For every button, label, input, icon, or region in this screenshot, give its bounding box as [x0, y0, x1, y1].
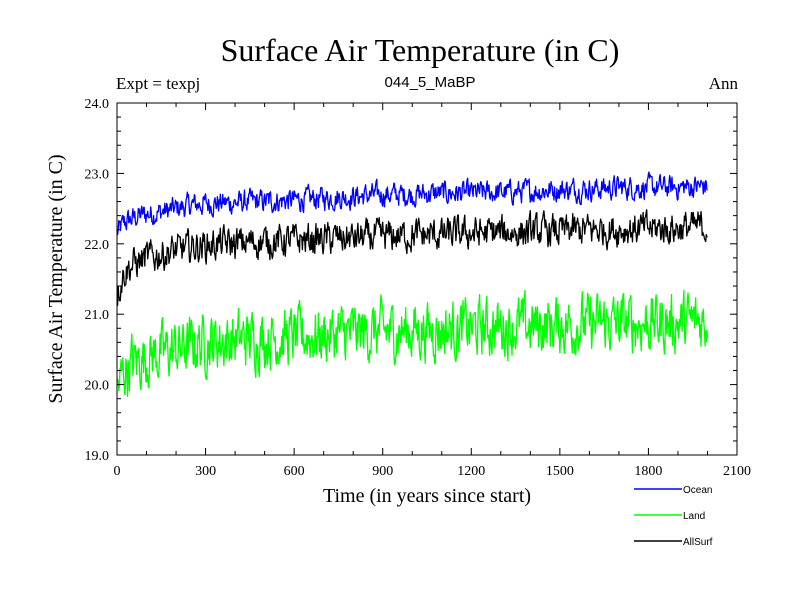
chart-title: Surface Air Temperature (in C) [220, 32, 620, 68]
chart-subtitle: 044_5_MaBP [384, 74, 476, 91]
axes-layer: 19.0 20.0 21.0 22.0 23.0 24.0 0 300 600 900 1200 15… [85, 97, 752, 479]
x-tick-label: 1800 [634, 464, 662, 479]
y-tick-label: 20.0 [85, 379, 110, 394]
experiment-label: Expt = texpj [116, 74, 201, 93]
plot-frame [116, 102, 738, 456]
x-tick-label: 1500 [546, 464, 574, 479]
legend: Ocean Land AllSurf [634, 485, 713, 548]
series-layer [116, 171, 709, 397]
x-tick-label: 300 [195, 464, 216, 479]
period-label: Ann [708, 74, 738, 93]
x-tick-label: 1200 [457, 464, 485, 479]
x-tick-label: 900 [372, 464, 393, 479]
y-tick-label: 23.0 [85, 167, 110, 182]
x-tick-label: 600 [284, 464, 305, 479]
x-tick-label: 2100 [723, 464, 751, 479]
series-line-land [116, 289, 709, 397]
legend-label-allsurf: AllSurf [683, 537, 713, 548]
x-tick-label: 0 [114, 464, 121, 479]
y-axis-label: Surface Air Temperature (in C) [45, 154, 67, 403]
x-axis-label: Time (in years since start) [323, 485, 531, 507]
series-line-allsurf [116, 209, 708, 306]
y-tick-label: 24.0 [85, 97, 110, 112]
y-tick-label: 21.0 [85, 308, 110, 323]
series-line-ocean [116, 171, 708, 236]
legend-label-ocean: Ocean [683, 485, 712, 496]
y-tick-label: 19.0 [85, 449, 110, 464]
y-tick-label: 22.0 [85, 238, 110, 253]
legend-label-land: Land [683, 511, 705, 522]
